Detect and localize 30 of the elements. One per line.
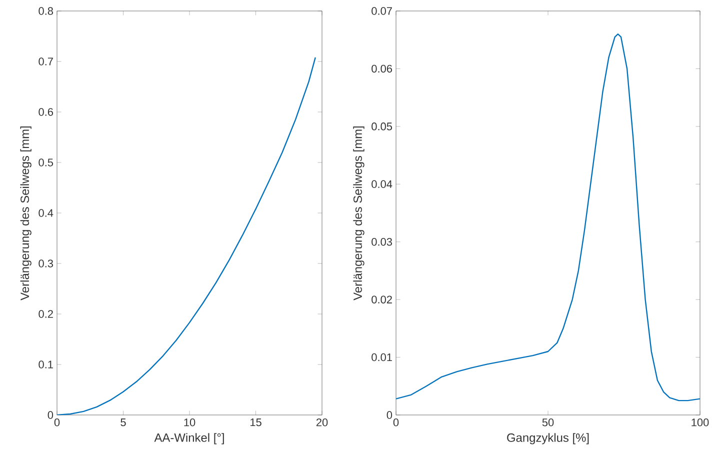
y-tick-label: 0.2 (38, 310, 53, 318)
y-tick-label: 0 (48, 411, 54, 419)
x-axis-title: Gangzyklus [%] (507, 433, 589, 444)
y-axis-title: Verlängerung des Seilwegs [mm] (20, 126, 32, 300)
x-axis-title: AA-Winkel [°] (154, 433, 224, 444)
x-tick-label: 100 (692, 418, 709, 426)
y-tick-label: 0.04 (372, 180, 392, 188)
y-tick-label: 0 (386, 411, 392, 419)
y-tick-label: 0.3 (38, 260, 54, 268)
y-tick-label: 0.4 (38, 209, 54, 217)
y-tick-label: 0.1 (38, 360, 53, 368)
x-tick-label: 5 (120, 418, 126, 426)
x-tick-label: 10 (184, 418, 196, 426)
y-tick-label: 0.02 (372, 296, 392, 304)
y-tick-label: 0.7 (38, 58, 53, 66)
x-tick-label: 50 (542, 418, 554, 426)
y-axis-title: Verlängerung des Seilwegs [mm] (353, 126, 364, 300)
y-tick-label: 0.6 (38, 108, 54, 116)
y-tick-label: 0.07 (372, 7, 392, 15)
y-tick-label: 0.01 (372, 353, 392, 362)
line-series (57, 56, 316, 415)
y-tick-label: 0.06 (372, 64, 392, 73)
y-tick-label: 0.05 (372, 122, 392, 130)
x-tick-label: 15 (250, 418, 262, 426)
y-tick-label: 0.5 (38, 158, 54, 166)
x-tick-label: 0 (393, 418, 399, 426)
y-tick-label: 0.8 (38, 7, 54, 15)
x-tick-label: 0 (54, 418, 60, 426)
y-tick-label: 0.03 (372, 238, 392, 246)
x-tick-label: 20 (316, 418, 328, 426)
